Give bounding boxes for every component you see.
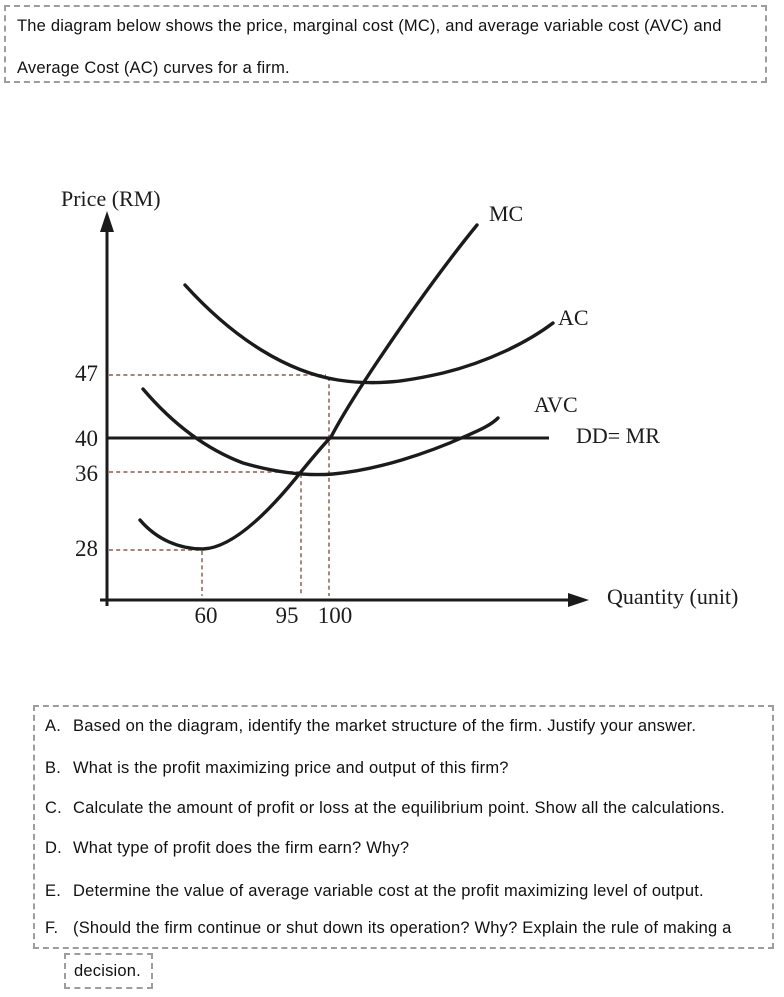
y-tick-36: 36 bbox=[75, 461, 98, 486]
diagram-canvas bbox=[100, 211, 589, 607]
question-b-letter: B. bbox=[45, 759, 61, 777]
ac-curve-label: AC bbox=[558, 305, 589, 330]
decision-text: decision. bbox=[74, 962, 141, 980]
mc-curve bbox=[138, 223, 479, 551]
question-e-text: Determine the value of average variable … bbox=[73, 882, 704, 900]
y-tick-40: 40 bbox=[75, 426, 98, 451]
avc-curve bbox=[141, 387, 500, 477]
question-b-text: What is the profit maximizing price and … bbox=[73, 759, 509, 777]
question-f-letter: F. bbox=[45, 919, 59, 937]
demand-mr-label: DD= MR bbox=[576, 423, 660, 448]
decision-continuation-box: decision. bbox=[64, 953, 153, 989]
y-tick-28: 28 bbox=[75, 536, 98, 561]
question-e-letter: E. bbox=[45, 882, 61, 900]
instruction-line-2: Average Cost (AC) curves for a firm. bbox=[17, 59, 290, 77]
avc-curve-label: AVC bbox=[534, 392, 578, 417]
mc-curve-label: MC bbox=[489, 201, 524, 226]
question-c: C. Calculate the amount of profit or los… bbox=[45, 799, 725, 818]
ac-curve bbox=[183, 283, 555, 385]
x-axis-title: Quantity (unit) bbox=[607, 584, 739, 609]
question-c-letter: C. bbox=[45, 799, 62, 817]
x-tick-100: 100 bbox=[317, 603, 353, 628]
cost-curves-diagram: Price (RM) Quantity (unit) MC AC AVC DD=… bbox=[61, 186, 739, 628]
questions-box: A. Based on the diagram, identify the ma… bbox=[33, 705, 774, 949]
question-d-letter: D. bbox=[45, 839, 62, 857]
question-e: E. Determine the value of average variab… bbox=[45, 882, 704, 901]
question-c-text: Calculate the amount of profit or loss a… bbox=[73, 799, 725, 817]
question-b: B. What is the profit maximizing price a… bbox=[45, 759, 509, 778]
x-axis-arrowhead bbox=[568, 593, 589, 607]
instruction-line-1: The diagram below shows the price, margi… bbox=[17, 17, 722, 35]
question-a-text: Based on the diagram, identify the marke… bbox=[73, 717, 697, 735]
y-tick-47: 47 bbox=[75, 361, 98, 386]
x-tick-60: 60 bbox=[194, 603, 218, 628]
question-f: F. (Should the firm continue or shut dow… bbox=[45, 919, 732, 938]
x-tick-95: 95 bbox=[275, 603, 299, 628]
y-axis-title: Price (RM) bbox=[61, 186, 161, 211]
question-d: D. What type of profit does the firm ear… bbox=[45, 839, 409, 858]
y-axis-arrowhead bbox=[100, 211, 114, 232]
question-f-text: (Should the firm continue or shut down i… bbox=[73, 919, 732, 937]
question-d-text: What type of profit does the firm earn? … bbox=[73, 839, 410, 857]
question-a-letter: A. bbox=[45, 717, 61, 735]
question-a: A. Based on the diagram, identify the ma… bbox=[45, 717, 696, 736]
instruction-box: The diagram below shows the price, margi… bbox=[4, 5, 767, 83]
